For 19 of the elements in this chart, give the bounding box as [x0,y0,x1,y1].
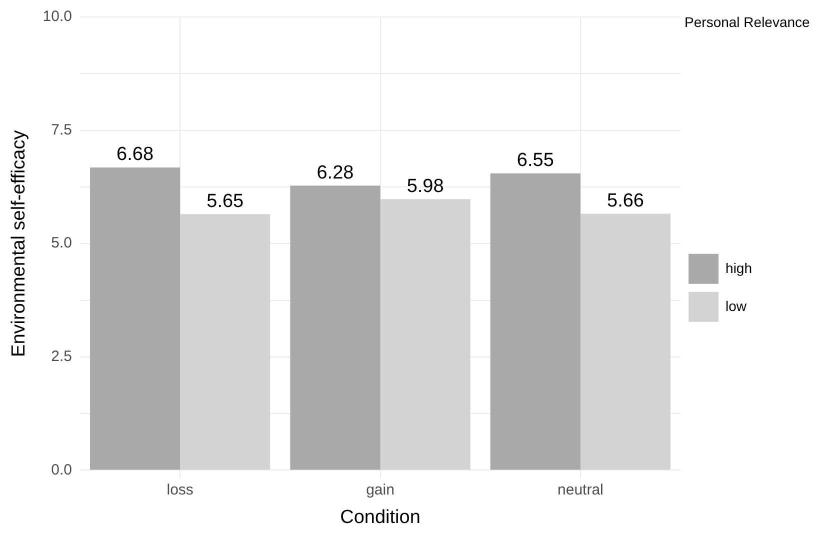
x-axis-title: Condition [340,506,420,528]
y-tick-label: 2.5 [51,348,72,366]
data-label: 5.65 [206,190,244,212]
x-tick-label: neutral [558,481,604,498]
legend-title: Personal Relevance [684,14,810,30]
y-tick-label: 0.0 [51,461,72,478]
data-label: 6.55 [516,150,554,172]
data-label: 6.28 [316,162,354,184]
legend-label: high [726,260,752,276]
y-tick-label: 10.0 [42,8,72,26]
data-label: 5.66 [606,190,644,212]
data-label: 5.98 [406,176,444,197]
y-axis-title: Environmental self-efficacy [8,130,30,357]
legend-label: low [726,298,748,314]
data-label: 6.68 [116,144,154,166]
x-tick-label: loss [166,481,194,498]
x-tick-label: gain [366,481,394,498]
y-tick-label: 5.0 [51,234,72,252]
y-tick-label: 7.5 [51,121,72,138]
